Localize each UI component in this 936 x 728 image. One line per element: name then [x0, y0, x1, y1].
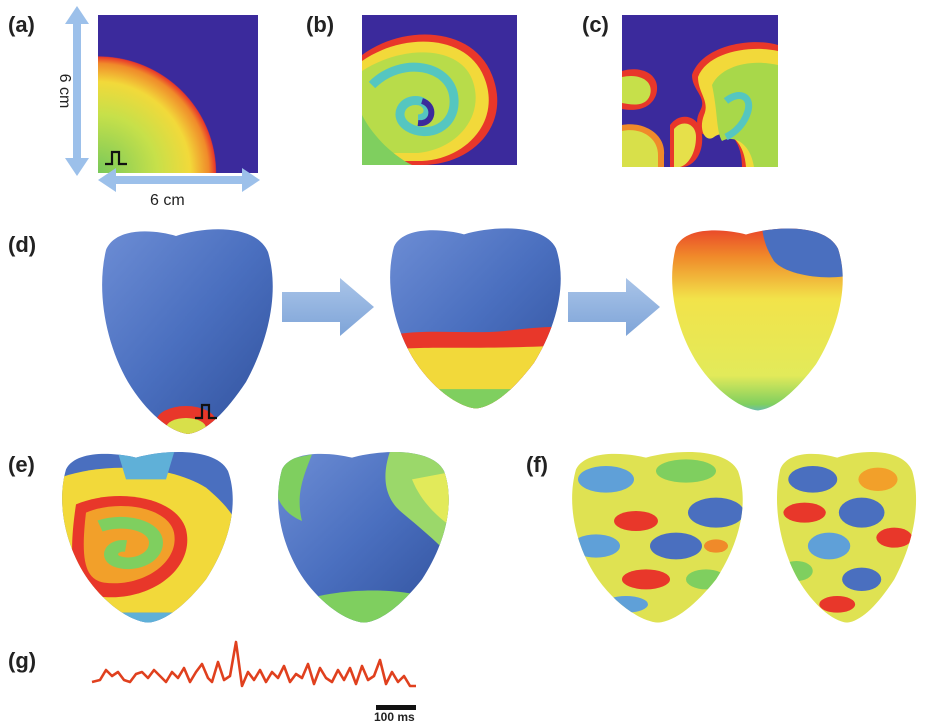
horizontal-dimension-arrow — [98, 168, 260, 192]
panel-a-tissue-simulation — [98, 15, 258, 173]
heart-e2 — [278, 452, 449, 623]
heart-f1 — [572, 452, 743, 623]
stimulus-pulse-icon — [105, 150, 127, 166]
panel-label-f: (f) — [526, 452, 548, 477]
right-arrow-icon — [282, 278, 374, 336]
panel-label-e: (e) — [8, 452, 35, 477]
vertical-dimension-arrow — [65, 6, 89, 176]
heart-e1 — [62, 452, 233, 623]
panel-label-c: (c) — [582, 12, 609, 37]
panel-label-d: (d) — [8, 232, 37, 257]
panel-label-g: (g) — [8, 648, 37, 673]
panel-b-spiral-wave — [362, 15, 517, 166]
stimulus-pulse-icon — [195, 403, 217, 420]
heart-f2 — [776, 452, 917, 623]
vertical-dimension-label: 6 cm — [56, 73, 73, 109]
scale-bar-label: 100 ms — [374, 710, 415, 724]
right-arrow-icon — [568, 278, 660, 336]
panel-c-broken-waves — [622, 15, 778, 168]
panel-label-b: (b) — [306, 12, 335, 37]
horizontal-dimension-label: 6 cm — [150, 192, 185, 209]
heart-d2 — [390, 228, 561, 409]
scale-bar — [376, 705, 416, 710]
ecg-trace — [91, 640, 416, 688]
heart-d1 — [102, 229, 273, 435]
panel-label-a: (a) — [8, 12, 35, 37]
heart-d3 — [672, 228, 843, 411]
